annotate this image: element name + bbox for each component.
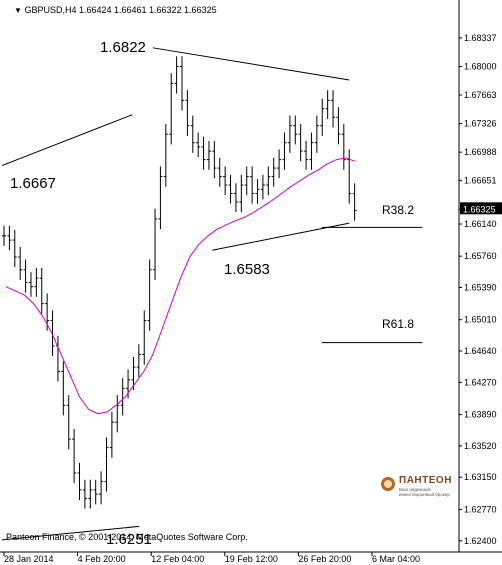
current-price-box bbox=[460, 202, 502, 215]
x-tick-label: 4 Feb 20:00 bbox=[78, 554, 126, 564]
y-tick-label: 1.67326 bbox=[464, 119, 497, 129]
panteon-logo: ПАНТЕОН Ваш надежный инвестиционный брок… bbox=[381, 474, 463, 508]
y-tick-label: 1.68337 bbox=[464, 33, 497, 43]
y-tick-label: 1.65010 bbox=[464, 315, 497, 325]
copyright-text: Panteon Finance, © 2001-2014, MetaQuotes… bbox=[6, 532, 248, 542]
y-tick-label: 1.64270 bbox=[464, 377, 497, 387]
logo-name: ПАНТЕОН bbox=[399, 475, 452, 486]
logo-subtitle: Ваш надежный инвестиционный брокер bbox=[399, 487, 450, 497]
y-tick-label: 1.66651 bbox=[464, 176, 497, 186]
annotation-label: R38.2 bbox=[382, 203, 414, 217]
annotation-label: 1.6822 bbox=[100, 39, 146, 56]
x-tick-label: 19 Feb 12:00 bbox=[225, 554, 278, 564]
trendline[interactable] bbox=[1, 114, 133, 167]
x-tick-label: 12 Feb 04:00 bbox=[151, 554, 204, 564]
x-tick-label: 26 Feb 20:00 bbox=[298, 554, 351, 564]
y-tick-label: 1.62770 bbox=[464, 504, 497, 514]
current-price-text: 1.66325 bbox=[463, 204, 496, 214]
y-tick-label: 1.66140 bbox=[464, 219, 497, 229]
y-tick-label: 1.66988 bbox=[464, 147, 497, 157]
price-bars bbox=[2, 56, 357, 509]
trendline[interactable] bbox=[152, 47, 350, 81]
y-tick-label: 1.63520 bbox=[464, 441, 497, 451]
annotation-label: 1.6251 bbox=[106, 531, 152, 548]
y-tick-label: 1.65760 bbox=[464, 251, 497, 261]
ohlc-text: GBPUSD,H4 1.66424 1.66461 1.66322 1.6632… bbox=[24, 5, 217, 15]
annotation-label: R61.8 bbox=[382, 317, 414, 331]
y-tick-label: 1.63150 bbox=[464, 472, 497, 482]
annotation-label: 1.6583 bbox=[224, 261, 270, 278]
y-tick-label: 1.63890 bbox=[464, 410, 497, 420]
moving-average-line bbox=[5, 157, 356, 415]
x-tick-label: 28 Jan 2014 bbox=[4, 554, 54, 564]
y-tick-label: 1.65390 bbox=[464, 283, 497, 293]
annotation-label: 1.6667 bbox=[10, 175, 56, 192]
trendlines[interactable] bbox=[1, 47, 423, 541]
symbol-ohlc-header: ▼ GBPUSD,H4 1.66424 1.66461 1.66322 1.66… bbox=[14, 5, 217, 15]
price-annotations: 1.6822 1.6667 1.6583 1.6251 R38.2 R61.8 bbox=[10, 39, 414, 548]
triangle-down-icon[interactable]: ▼ bbox=[14, 6, 22, 15]
logo-mark-icon bbox=[381, 477, 395, 491]
y-tick-label: 1.64640 bbox=[464, 346, 497, 356]
y-tick-label: 1.67663 bbox=[464, 90, 497, 100]
trendline[interactable] bbox=[1, 525, 140, 541]
current-price-label: 1.66325 bbox=[460, 202, 502, 215]
x-tick-label: 6 Mar 04:00 bbox=[372, 554, 420, 564]
y-tick-label: 1.62400 bbox=[464, 536, 497, 546]
y-tick-label: 1.68000 bbox=[464, 61, 497, 71]
